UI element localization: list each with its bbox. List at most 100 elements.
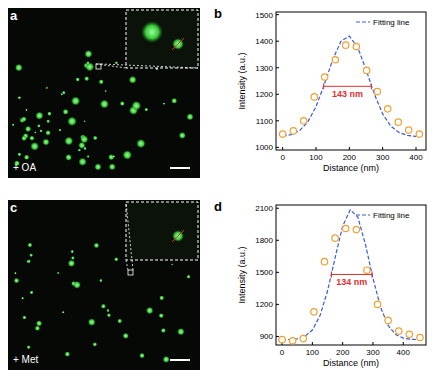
particle [63,109,69,115]
particle [107,313,111,317]
particle [93,136,98,141]
particle [86,61,90,65]
micrograph: c+ Met [8,200,200,370]
particle [122,150,132,160]
data-point [417,334,423,340]
particle [132,101,142,111]
annotation: 143 nm [332,89,363,99]
particle [161,328,166,333]
particle [62,311,65,314]
x-tick-label: 0 [280,348,285,357]
data-point [384,106,390,112]
zoom-line [101,64,198,68]
y-tick [276,304,279,305]
data-point [289,338,295,344]
data-point [395,119,401,125]
particle [71,256,75,260]
particle [101,304,106,309]
x-tick-label: 400 [397,348,411,357]
x-tick-label: 200 [343,153,357,162]
panel-label: d [214,199,222,214]
data-point [374,88,380,94]
data-point [342,225,348,231]
data-point [300,335,306,341]
particle [18,96,21,99]
particle [36,320,42,326]
data-point [332,235,338,241]
chart: b1000110012001300140015000100200300400Di… [214,6,426,173]
data-point [396,328,402,334]
particle [27,259,31,263]
particle [42,138,49,145]
particle [88,318,96,326]
data-point [342,42,348,48]
particle [21,135,27,141]
y-tick-label: 1200 [255,90,273,99]
x-tick-label: 400 [409,153,423,162]
x-tick-label: 300 [366,348,380,357]
fwhm-end [331,271,332,277]
data-point [279,131,285,137]
data-point [374,301,380,307]
y-tick-label: 1200 [255,300,273,309]
x-tick [316,147,317,150]
particle [146,307,153,314]
particle [159,295,164,300]
selection [128,270,133,275]
particle [29,253,33,257]
data-point [321,258,327,264]
particle [35,112,43,120]
particle [57,272,59,274]
y-tick [276,147,279,148]
scale-bar [170,167,190,169]
particle [84,120,86,122]
particle [105,90,107,92]
y-tick [276,14,279,15]
particle [30,142,39,151]
data-point [364,267,370,273]
particle [117,319,122,324]
particle [172,230,184,242]
fwhm-end [323,83,324,89]
panel-label: a [10,8,18,23]
particle [94,163,101,170]
fit-line [283,36,416,136]
x-tick [312,342,313,345]
particle [171,98,177,104]
particle [83,147,86,150]
data-point [385,317,391,323]
particle [64,137,73,146]
particle [27,243,32,248]
x-axis-label: Distance (nm) [323,358,379,368]
image-caption: + Met [13,354,39,365]
particle [84,76,89,81]
particle [46,119,50,123]
data-point [416,131,422,137]
particle [46,87,48,89]
x-tick [403,342,404,345]
particle [112,155,115,158]
plot-frame [276,12,426,150]
fwhm-end [371,83,372,89]
particle [136,139,145,148]
particle [115,61,118,64]
particle [87,155,90,158]
y-tick-label: 900 [260,332,274,341]
x-tick-label: 100 [306,348,320,357]
chart: d90012001500180021000100200300400Distanc… [214,199,426,368]
profile-line [172,230,184,242]
y-tick [276,120,279,121]
data-point [405,127,411,133]
particle [94,243,100,249]
particle [59,129,62,132]
x-axis-label: Distance (nm) [323,163,379,173]
data-point [290,128,296,134]
data-point [279,336,285,342]
particle [73,281,81,289]
particle [27,345,31,349]
particle [179,132,186,139]
data-point [311,94,317,100]
x-tick-label: 300 [376,153,390,162]
particle [29,136,34,141]
particle [17,152,21,156]
